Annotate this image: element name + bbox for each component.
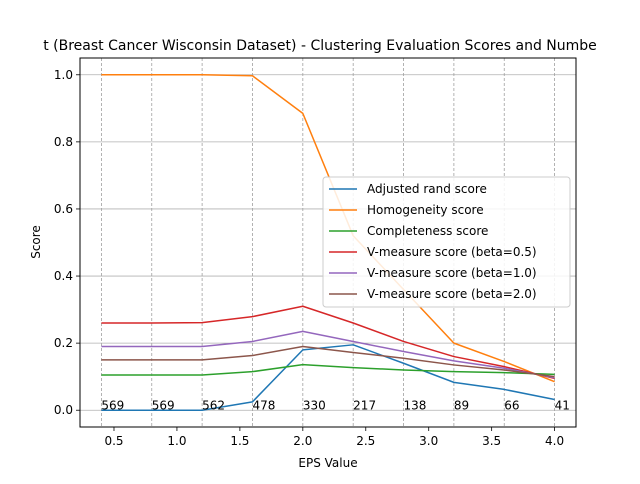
cluster-count-label-0: 569 [101,399,124,413]
x-tick-label-3: 2.0 [293,434,312,448]
x-tick-label-7: 4.0 [545,434,564,448]
cluster-count-label-6: 138 [404,399,427,413]
y-tick-label-0: 0.0 [54,403,73,417]
legend-label-1: Homogeneity score [367,203,484,217]
x-tick-label-0: 0.5 [104,434,123,448]
series-line-1 [101,74,555,383]
series-line-0 [101,344,555,411]
y-axis-ticks: 0.0 0.2 0.4 0.6 0.8 1.0 [54,68,80,417]
series-line-2 [101,363,555,376]
y-tick-label-1: 0.2 [54,336,73,350]
cluster-count-label-2: 562 [202,399,225,413]
series-line-5 [101,345,555,378]
x-axis-label: EPS Value [298,456,357,470]
y-tick-label-5: 1.0 [54,68,73,82]
cluster-count-label-4: 330 [303,399,326,413]
legend-label-2: Completeness score [367,224,488,238]
y-tick-label-3: 0.6 [54,202,73,216]
legend: Adjusted rand score Homogeneity score Comp… [322,176,571,308]
legend-label-5: V-measure score (beta=2.0) [367,287,537,301]
x-tick-label-2: 1.5 [230,434,249,448]
y-axis-label: Score [29,225,43,259]
legend-label-3: V-measure score (beta=0.5) [367,245,537,259]
legend-label-0: Adjusted rand score [367,182,487,196]
x-tick-label-1: 1.0 [167,434,186,448]
cluster-count-label-7: 89 [454,399,469,413]
x-tick-label-6: 3.5 [482,434,501,448]
y-tick-label-4: 0.8 [54,135,73,149]
x-tick-label-5: 3.0 [419,434,438,448]
cluster-count-label-9: 41 [555,399,570,413]
legend-box [322,176,571,308]
plot-area [79,57,577,428]
legend-label-4: V-measure score (beta=1.0) [367,266,537,280]
x-axis-ticks: 0.5 1.0 1.5 2.0 2.5 3.0 3.5 4.0 [104,427,564,448]
cluster-count-label-3: 478 [252,399,275,413]
series-line-3 [101,305,555,380]
cluster-count-label-1: 569 [152,399,175,413]
cluster-count-label-8: 66 [504,399,519,413]
cluster-count-labels: 569 569 562 478 330 217 138 89 66 41 [101,399,569,413]
x-tick-label-4: 2.5 [356,434,375,448]
y-tick-label-2: 0.4 [54,269,73,283]
series-line-4 [101,330,555,379]
cluster-count-label-5: 217 [353,399,376,413]
chart-title: t (Breast Cancer Wisconsin Dataset) - Cl… [43,38,597,54]
series-lines [101,74,555,411]
